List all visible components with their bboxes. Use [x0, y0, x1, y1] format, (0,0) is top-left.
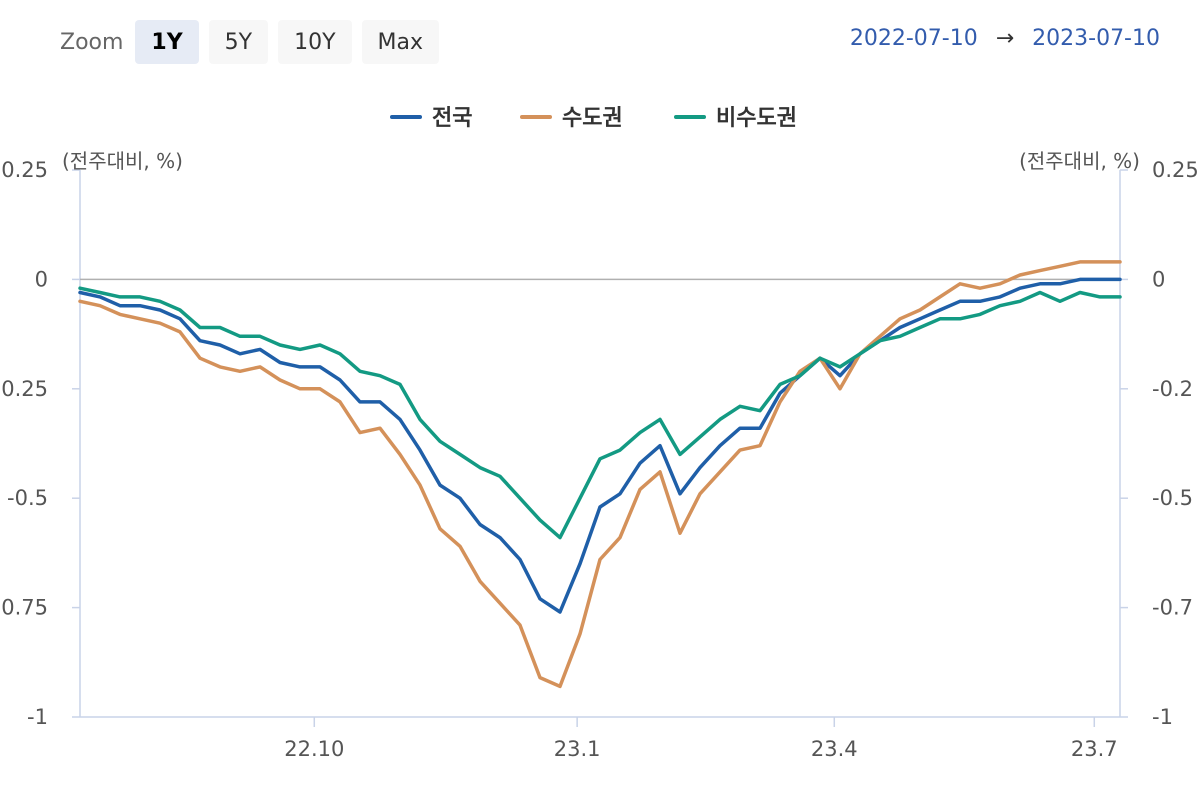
zoom-1y-button[interactable]: 1Y: [135, 20, 199, 64]
y-tick-label-right: -0.7: [1152, 596, 1193, 620]
series-line-0: [78, 277, 1122, 614]
legend-label-2: 비수도권: [716, 106, 797, 131]
date-range: 2022-07-10 → 2023-07-10: [850, 26, 1160, 51]
zoom-5y-button[interactable]: 5Y: [208, 20, 269, 64]
x-tick-label: 23.1: [554, 737, 601, 761]
zoom-max-button[interactable]: Max: [361, 20, 440, 64]
range-arrow: →: [995, 26, 1015, 51]
zoom-label: Zoom: [60, 29, 124, 55]
legend-label-1: 수도권: [562, 106, 623, 131]
y-tick-label-right: -0.2: [1152, 377, 1193, 401]
zoom-10y-button[interactable]: 10Y: [278, 20, 352, 64]
y-unit-label-right: (전주대비, %): [1019, 149, 1140, 173]
range-to-date[interactable]: 2023-07-10: [1032, 26, 1160, 51]
y-tick-label-left: 0.25: [1, 158, 48, 182]
y-tick-label-left: -0.5: [7, 486, 48, 510]
range-from-date[interactable]: 2022-07-10: [849, 26, 978, 51]
x-tick-label: 23.4: [811, 737, 858, 761]
y-tick-label-right: -1: [1152, 705, 1173, 729]
y-tick-label-left: 0: [35, 267, 48, 291]
zoom-toolbar: Zoom 1Y 5Y 10Y Max: [60, 20, 440, 64]
y-tick-label-left: 0.25: [1, 377, 48, 401]
legend-label-0: 전국: [432, 106, 472, 131]
series-line-1: [78, 260, 1122, 689]
y-tick-label-right: 0: [1152, 267, 1165, 291]
x-tick-label: 23.7: [1071, 737, 1118, 761]
y-unit-label-left: (전주대비, %): [62, 149, 183, 173]
y-tick-label-right: -0.5: [1152, 486, 1193, 510]
y-tick-label-left: 0.75: [1, 596, 48, 620]
y-tick-label-right: 0.25: [1152, 158, 1199, 182]
x-tick-label: 22.10: [284, 737, 344, 761]
series-line-2: [78, 286, 1122, 540]
y-tick-label-left: -1: [27, 705, 48, 729]
